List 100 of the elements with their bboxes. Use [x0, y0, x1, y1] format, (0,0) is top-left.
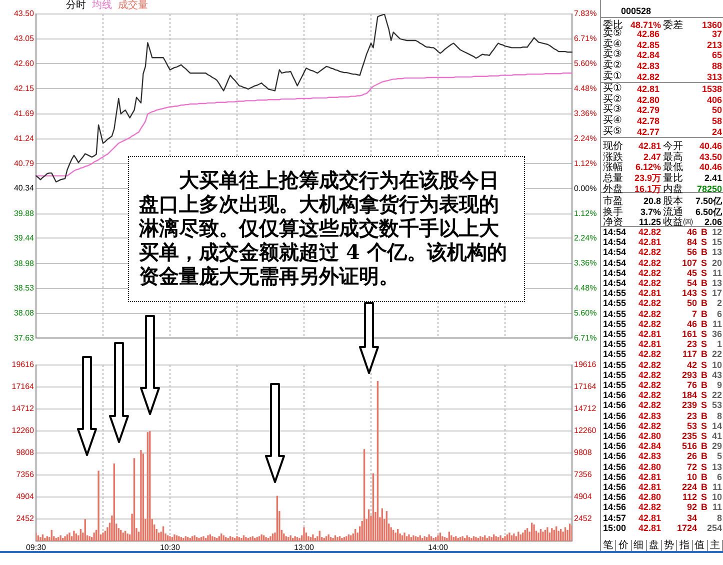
text: 涨幅 6.12% 最低 40.46	[603, 162, 722, 174]
text: 卖④ 42.85 213	[603, 38, 722, 50]
y2-tick-label: 14712	[574, 404, 597, 414]
y2-tick-label: 2.24%	[574, 234, 597, 243]
y2-tick-label: 6.71%	[574, 333, 597, 342]
y-tick-label: 43.50	[14, 9, 35, 18]
y-tick-label: 12260	[12, 426, 35, 436]
text: 14:56 42.82 184 S 22	[603, 390, 722, 400]
y-tick-label: 40.79	[14, 158, 35, 168]
y-tick-label: 39.44	[14, 233, 35, 242]
text: 14:56 42.83 26 B 5	[603, 451, 722, 462]
text: 14:55 42.81 23 S 1	[603, 339, 722, 350]
text: 买④ 42.78 58	[603, 115, 722, 126]
text: 总量 23.9万 量比 2.41	[603, 173, 722, 184]
text: 14:54 42.82 46 B 12	[603, 227, 722, 237]
y2-tick-label: 2452	[574, 514, 592, 524]
text: 14:56 42.82 92 B 11	[603, 502, 722, 512]
text: 14:55 42.82 293 B 43	[603, 370, 722, 380]
y2-tick-label: 17164	[574, 382, 597, 392]
y-tick-label: 38.08	[14, 308, 35, 318]
y-tick-label: 7356	[16, 470, 35, 480]
text: 14:56 42.80 72 S 13	[603, 462, 722, 472]
text: 14:56 42.82 53 S 14	[603, 420, 722, 431]
chart-title: 分时	[66, 0, 86, 11]
y2-tick-label: 4.48%	[574, 284, 597, 293]
text: 均线	[92, 0, 112, 11]
y2-tick-label: 19616	[574, 360, 597, 370]
x-tick-label: 09:30	[26, 543, 47, 552]
text: 卖② 42.83 88	[603, 60, 722, 71]
y-tick-label: 41.24	[14, 134, 35, 144]
y-tick-label: 19616	[12, 360, 35, 370]
y2-tick-label: 4904	[574, 492, 592, 502]
text: 14:56 42.83 23 B 8	[603, 410, 722, 421]
y2-tick-label: 3.36%	[574, 258, 597, 268]
y-tick-label: 38.98	[14, 258, 35, 268]
y2-tick-label: 5.60%	[574, 58, 597, 68]
text: 14:55 42.82 42 S 10	[603, 360, 722, 370]
y-tick-label: 38.53	[14, 284, 35, 293]
text: 卖① 42.82 313	[603, 70, 722, 82]
text: 14:55 42.82 117 B 22	[603, 349, 722, 360]
x-tick-label: 14:00	[428, 543, 449, 552]
text: 14:54 42.82 45 S 11	[603, 268, 722, 278]
text: 14:56 42.80 112 S 10	[603, 492, 722, 502]
text: 市盈 20.8 股本 7.50亿	[603, 196, 722, 207]
y-tick-label: 40.34	[14, 184, 35, 193]
text: 14:55 42.81 143 S 17	[603, 288, 722, 298]
y2-tick-label: 5.60%	[574, 308, 597, 318]
y-tick-label: 17164	[12, 382, 35, 392]
text: 15:00 42.81 1724 254	[603, 522, 722, 533]
text: 14:55 42.82 50 B 2	[603, 298, 722, 308]
y2-tick-label: 1.12%	[574, 208, 597, 218]
text: 000528	[621, 6, 652, 17]
y-tick-label: 41.69	[14, 109, 35, 118]
text: 14:54 42.82 56 B 13	[603, 247, 722, 258]
text: 14:56 42.82 239 S 53	[603, 400, 722, 410]
text: 14:54 42.82 107 S 20	[603, 258, 722, 268]
y2-tick-label: 4.48%	[574, 84, 597, 93]
text: 14:56 42.81 10 B 6	[603, 472, 722, 482]
text: 14:55 42.82 46 B 11	[603, 318, 722, 329]
text: 买③ 42.79 50	[603, 104, 722, 116]
text: 14:55 42.81 161 S 36	[603, 329, 722, 339]
text: 买⑤ 42.77 24	[603, 126, 722, 137]
y2-tick-label: 7.83%	[574, 9, 597, 18]
annotation: 大买单往上抢筹成交行为在该股今日盘口上多次出现。大机构拿货行为表现的淋漓尽致。仅仅算这些成交数千手以上大买单，成交金额就超过 4 个亿。该机构的资金量庞大无需再另外证明。	[128, 156, 525, 302]
text: 笔 价 细 盘 势 指 值 主	[602, 540, 721, 552]
y2-tick-label: 9808	[574, 448, 592, 458]
text: 14:54 42.81 84 S 15	[603, 237, 722, 248]
text: 卖③ 42.84 65	[603, 49, 722, 60]
text: 14:55 42.82 76 B 9	[603, 380, 722, 390]
y-tick-label: 14712	[12, 404, 35, 414]
y2-tick-label: 1.12%	[574, 158, 597, 168]
text: 买② 42.80 406	[603, 94, 722, 105]
text: 净资 11.25 收益㈣ 2.06	[603, 217, 722, 228]
text: 涨跌 2.47 最高 43.50	[603, 152, 722, 163]
text: 外盘 16.1万 内盘 78250	[603, 184, 722, 195]
x-tick-label: 13:00	[294, 543, 315, 552]
text: 14:57 42.81 34 8	[603, 512, 722, 523]
y-tick-label: 37.63	[14, 333, 35, 342]
y-tick-label: 9808	[16, 448, 35, 458]
y-tick-label: 2452	[16, 514, 35, 524]
y-tick-label: 43.05	[14, 34, 35, 44]
y-tick-label: 42.15	[14, 84, 35, 93]
y2-tick-label: 6.71%	[574, 34, 597, 44]
y-tick-label: 39.88	[14, 209, 35, 218]
y2-tick-label: 3.36%	[574, 108, 597, 118]
y2-tick-label: 12260	[574, 426, 597, 436]
y2-tick-label: 7356	[574, 470, 592, 480]
text: 14:56 42.84 516 B 29	[603, 441, 722, 452]
text: 14:55 42.82 7 B 6	[603, 308, 722, 319]
text: 14:56 42.80 235 S 41	[603, 431, 722, 441]
y2-tick-label: 0.00%	[574, 184, 597, 193]
y-tick-label: 42.60	[14, 58, 35, 68]
x-tick-label: 10:30	[160, 543, 181, 552]
text: 14:54 42.82 54 B 13	[603, 278, 722, 288]
y-tick-label: 4904	[16, 492, 35, 502]
y2-tick-label: 2.24%	[574, 134, 597, 143]
text: 换手 3.7% 流通 6.50亿	[603, 206, 722, 218]
text: 14:56 42.81 224 B 11	[603, 482, 722, 492]
text: 现价 42.81 今开 40.46	[603, 140, 722, 152]
text: 买① 42.81 1538	[603, 82, 722, 94]
